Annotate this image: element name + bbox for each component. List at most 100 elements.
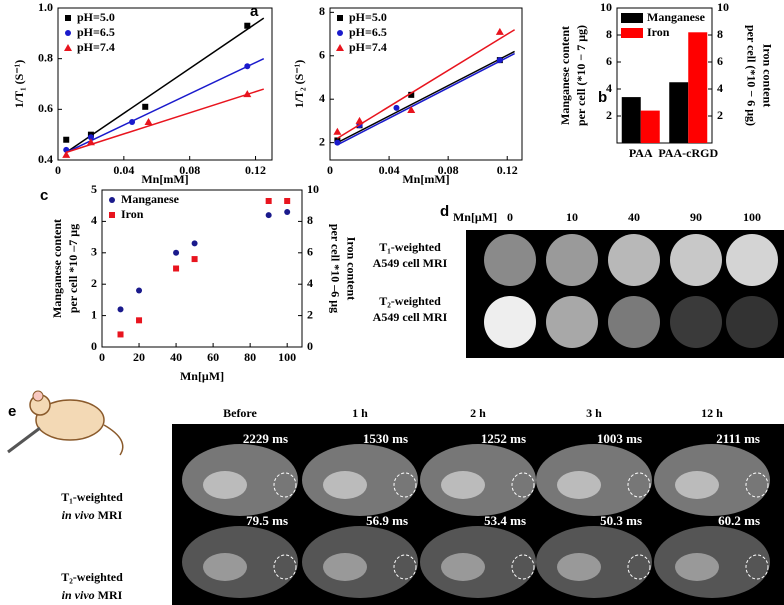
bar [669, 82, 689, 143]
organ [557, 471, 601, 499]
tumor-roi [745, 554, 769, 580]
mouse-icon [7, 390, 124, 456]
e-row-italic: in vivo [62, 588, 95, 602]
d-wells [484, 234, 778, 348]
x-tick-label: 0.12 [245, 163, 266, 177]
d-column: 40 [628, 210, 640, 224]
y2-tick-label: 10 [307, 182, 319, 196]
bar [640, 110, 660, 143]
panel-label: a [250, 3, 259, 20]
panel-label: d [440, 203, 449, 220]
x-axis-label: Mn[μM] [180, 369, 224, 383]
y-tick-label: 5 [91, 182, 97, 196]
x-tick-label: 40 [170, 350, 182, 364]
point [191, 256, 198, 263]
point [64, 44, 72, 51]
point [408, 91, 415, 98]
e-column: 12 h [701, 406, 723, 420]
x-tick-label: 0.12 [497, 163, 518, 177]
e-column: 1 h [352, 406, 368, 420]
x-axis-label: Mn[mM] [402, 172, 449, 186]
x-tick-label: 0 [55, 163, 61, 177]
point [129, 119, 136, 125]
point [333, 127, 342, 135]
point [284, 197, 291, 204]
d-column: 90 [690, 210, 702, 224]
y-tick-label: 4 [91, 213, 97, 227]
y2-tick-label: 8 [307, 213, 313, 227]
point [284, 208, 291, 215]
y-tick-label: 8 [606, 27, 612, 41]
point [86, 138, 95, 146]
y-tick-label: 2 [319, 134, 325, 148]
e-row-italic: in vivo [62, 508, 95, 522]
d-column: 100 [743, 210, 761, 224]
y-axis-label: Manganese content [50, 219, 64, 318]
x-tick-label: 0 [327, 163, 333, 177]
plot-frame [101, 189, 303, 348]
y2-axis-label: per cell *10 ‒6 μg [328, 224, 342, 313]
panel-label: e [8, 403, 16, 420]
e-row-rest: MRI [98, 588, 123, 602]
organ [675, 553, 719, 581]
y-axis-label: 1/T₂ (S⁻¹) [292, 60, 306, 109]
x-tick-label: 0 [99, 350, 105, 364]
e-time: 53.4 ms [484, 513, 526, 528]
legend-label: pH=7.4 [349, 40, 387, 54]
legend-swatch [621, 13, 643, 23]
e-grid [182, 444, 770, 598]
y-tick-label: 2 [606, 108, 612, 122]
point [63, 136, 70, 143]
fit-line [336, 29, 516, 139]
y-tick-label: 2 [91, 276, 97, 290]
x-tick-label: 0.04 [379, 163, 400, 177]
y2-tick-label: 0 [307, 339, 313, 353]
organ [203, 553, 247, 581]
tumor-roi [393, 554, 417, 580]
y2-tick-label: 8 [717, 27, 723, 41]
point [117, 331, 124, 338]
tumor-roi [273, 554, 297, 580]
point [355, 116, 364, 124]
y-axis-label: per cell *10 ‒7 μg [66, 224, 80, 313]
point [191, 240, 198, 247]
d-row-label: T₂-weighted [379, 294, 441, 308]
organ [441, 471, 485, 499]
point [136, 287, 143, 294]
y2-tick-label: 2 [717, 108, 723, 122]
point [87, 134, 94, 141]
y2-axis-label: per cell (*10 − 6 μg) [744, 25, 758, 126]
e-time: 50.3 ms [600, 513, 642, 528]
point [265, 197, 272, 204]
d-row-label: T₁-weighted [379, 240, 441, 254]
legend-label: pH=5.0 [349, 10, 387, 24]
y-tick-label: 0.8 [38, 50, 53, 64]
tumor-roi [511, 554, 535, 580]
point [337, 15, 343, 21]
e-time: 1530 ms [363, 431, 408, 446]
point [142, 103, 149, 110]
point [173, 265, 180, 272]
y-tick-label: 6 [606, 54, 612, 68]
x-tick-label: 60 [207, 350, 219, 364]
y2-axis-label: Iron content [344, 237, 358, 300]
e-time: 2111 ms [716, 431, 760, 446]
point [144, 118, 153, 125]
d-row-label: A549 cell MRI [373, 256, 448, 270]
e-column: 2 h [470, 406, 486, 420]
legend-label: Iron [647, 25, 670, 39]
legend-label: Manganese [647, 10, 706, 24]
e-time: 56.9 ms [366, 513, 408, 528]
point [243, 90, 252, 98]
plot-frame [616, 7, 713, 144]
fit-line [337, 50, 515, 144]
y2-tick-label: 4 [307, 276, 313, 290]
point [109, 212, 115, 218]
organ [323, 553, 367, 581]
point [393, 104, 400, 111]
y-tick-label: 1.0 [38, 0, 53, 14]
panel-label: c [40, 187, 48, 204]
d-column: 0 [507, 210, 513, 224]
y-tick-label: 0.6 [38, 101, 53, 115]
